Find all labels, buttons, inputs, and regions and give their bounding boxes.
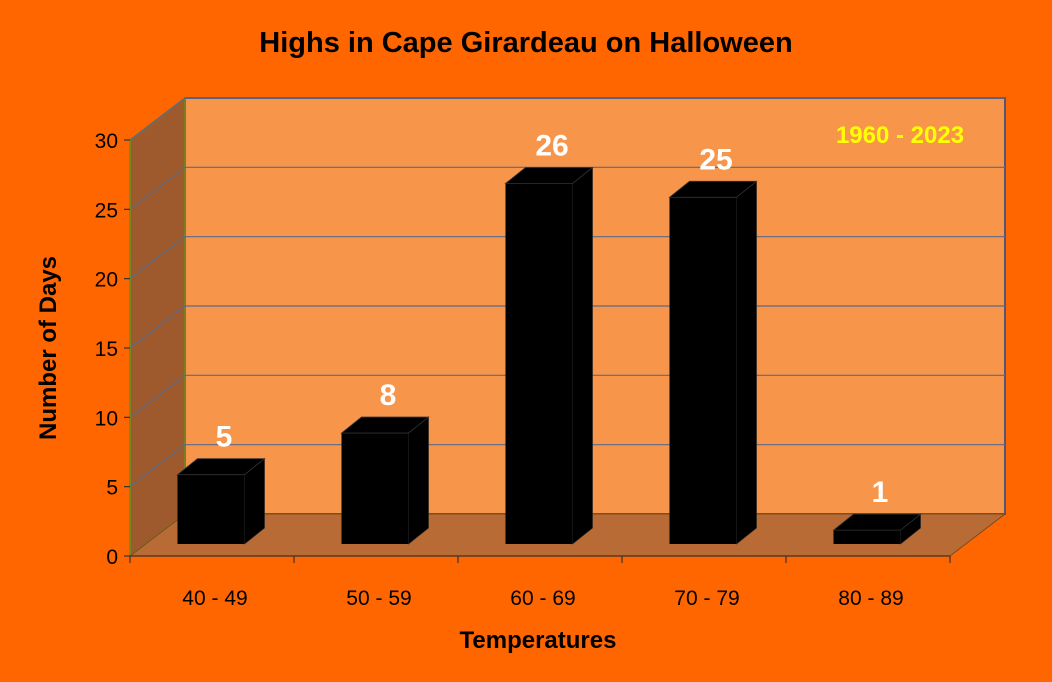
x-tick-label: 40 - 49 [182,587,247,610]
bar-front [669,197,737,545]
bar-front [505,183,573,544]
data-label: 26 [535,129,568,162]
bar-top [340,416,430,434]
bar-side [408,416,429,545]
y-tick-label: 0 [106,546,118,569]
y-tick-label: 15 [95,338,118,361]
y-tick-label: 20 [95,269,118,292]
gridline-side [129,374,186,418]
gridlines [129,97,1005,488]
bar-front [833,530,901,544]
data-label: 5 [216,421,233,454]
gridline-side [129,236,186,280]
x-tick-label: 70 - 79 [674,587,739,610]
bar-front [177,474,245,544]
gridline-side [129,166,186,210]
y-tick-label: 30 [95,130,118,153]
y-tick-label: 25 [95,199,118,222]
gridline-side [129,305,186,349]
y-tick-label: 5 [106,477,118,500]
bar [668,180,758,545]
x-tick-label: 60 - 69 [510,587,575,610]
data-label: 25 [699,143,732,176]
bar-side [572,166,593,545]
x-axis-title: Temperatures [460,627,617,654]
x-tick-label: 80 - 89 [838,587,903,610]
data-label: 1 [872,476,889,509]
labels-group: Highs in Cape Girardeau on Halloween 196… [35,27,964,654]
bar-top [668,180,758,198]
bar [176,458,266,545]
data-label: 8 [380,379,397,412]
bar-top [176,458,266,476]
bar [340,416,430,545]
bar [504,166,594,545]
gridline-side [129,444,186,488]
y-axis-title: Number of Days [35,256,62,440]
period-annotation: 1960 - 2023 [836,122,964,149]
y-tick-label: 10 [95,407,118,430]
bar-front [341,433,409,544]
x-tick-label: 50 - 59 [346,587,411,610]
chart-title: Highs in Cape Girardeau on Halloween [259,27,792,59]
bar-top [504,167,594,184]
bars-group [176,166,922,545]
bar-side [736,180,757,545]
bar-top [832,513,922,531]
bar [832,513,922,545]
gridline-side [129,97,186,141]
